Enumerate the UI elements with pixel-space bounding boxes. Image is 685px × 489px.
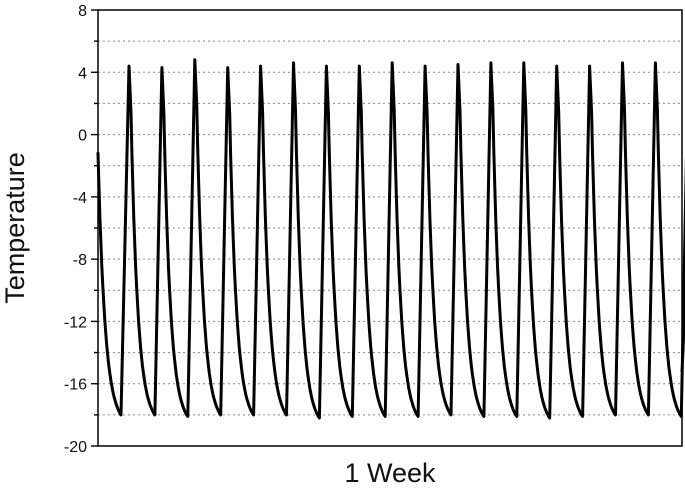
series-layer [96, 58, 685, 420]
y-tick-label: 8 [78, 3, 87, 20]
y-tick-label: 4 [78, 65, 87, 82]
y-tick-label: -8 [73, 252, 87, 269]
y-tick-label: -20 [64, 439, 87, 456]
y-axis-ticks [91, 9, 98, 447]
x-axis-title: 1 Week [344, 458, 436, 488]
temperature-series-line [96, 58, 685, 420]
y-tick-label: 0 [78, 128, 87, 145]
y-tick-label: -16 [64, 377, 87, 394]
y-tick-label: -4 [73, 190, 87, 207]
y-axis-title: Temperature [0, 152, 30, 304]
y-tick-label: -12 [64, 314, 87, 331]
y-axis-tick-labels: -20 -16 -12 -8 -4 0 4 8 [64, 3, 87, 456]
